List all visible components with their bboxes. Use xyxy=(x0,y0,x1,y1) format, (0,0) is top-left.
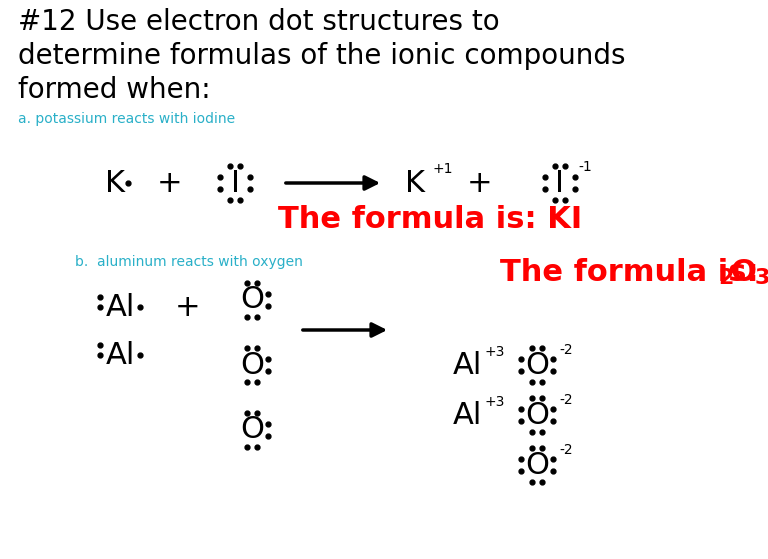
Text: The formula is: Al: The formula is: Al xyxy=(500,258,768,287)
Text: -2: -2 xyxy=(559,393,573,407)
Text: O: O xyxy=(240,350,264,380)
Text: +: + xyxy=(467,168,493,197)
Text: +1: +1 xyxy=(432,162,452,176)
Text: #12 Use electron dot structures to: #12 Use electron dot structures to xyxy=(18,8,500,36)
Text: b.  aluminum reacts with oxygen: b. aluminum reacts with oxygen xyxy=(75,255,303,269)
Text: Al: Al xyxy=(105,340,134,369)
Text: +: + xyxy=(157,168,183,197)
Text: O: O xyxy=(525,350,549,380)
Text: -2: -2 xyxy=(559,343,573,357)
Text: +3: +3 xyxy=(485,345,505,359)
Text: determine formulas of the ionic compounds: determine formulas of the ionic compound… xyxy=(18,42,625,70)
Text: formed when:: formed when: xyxy=(18,76,210,104)
Text: +3: +3 xyxy=(485,395,505,409)
Text: The formula is: KI: The formula is: KI xyxy=(278,206,582,234)
Text: K: K xyxy=(405,168,425,197)
Text: O: O xyxy=(731,258,757,287)
Text: Al: Al xyxy=(452,350,482,380)
Text: O: O xyxy=(240,415,264,444)
Text: I: I xyxy=(555,168,564,197)
Text: +: + xyxy=(175,292,200,321)
Text: 3: 3 xyxy=(755,268,768,288)
Text: -2: -2 xyxy=(559,443,573,457)
Text: Al: Al xyxy=(452,400,482,429)
Text: -1: -1 xyxy=(578,160,592,174)
Text: K: K xyxy=(105,168,125,197)
Text: O: O xyxy=(240,286,264,315)
Text: Al: Al xyxy=(105,292,134,321)
Text: 2: 2 xyxy=(718,268,733,288)
Text: I: I xyxy=(230,168,240,197)
Text: O: O xyxy=(525,400,549,429)
Text: O: O xyxy=(525,451,549,480)
Text: a. potassium reacts with iodine: a. potassium reacts with iodine xyxy=(18,112,235,126)
